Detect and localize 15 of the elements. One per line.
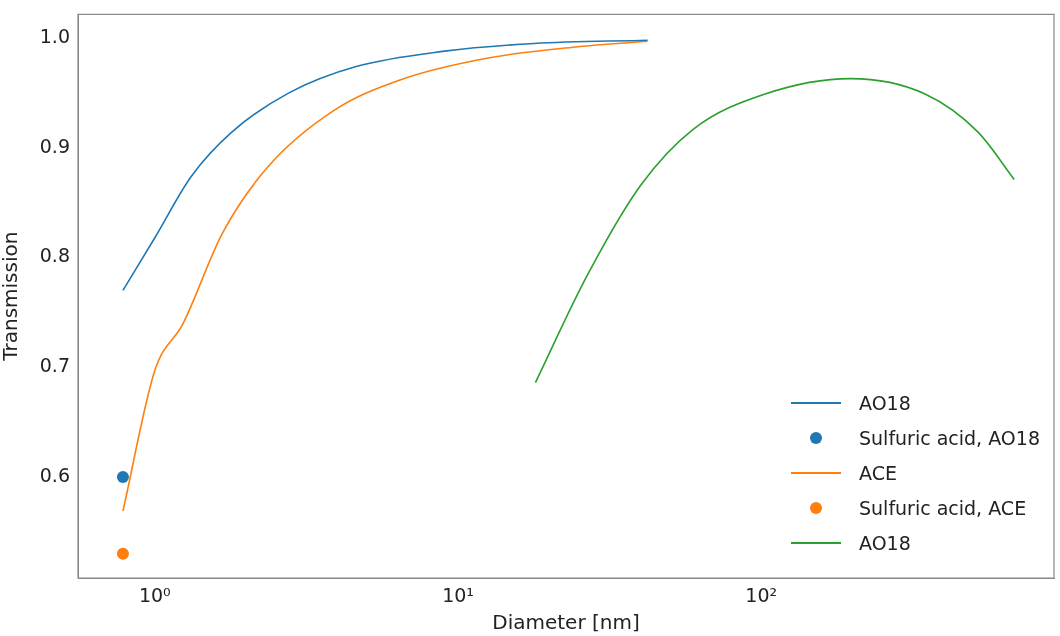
x-tick-label: 10¹ xyxy=(442,584,474,607)
x-tick-label: 10² xyxy=(745,584,778,607)
y-tick-label: 0.7 xyxy=(39,354,70,377)
legend-label: Sulfuric acid, ACE xyxy=(859,496,1027,519)
x-tick-label: 10⁰ xyxy=(138,584,171,607)
legend-label: AO18 xyxy=(859,391,911,414)
x-axis-title: Diameter [nm] xyxy=(492,610,640,635)
y-tick-label: 0.6 xyxy=(39,463,70,486)
y-tick-label: 0.9 xyxy=(39,134,70,157)
y-tick-label: 1.0 xyxy=(39,24,70,47)
legend-label: ACE xyxy=(859,461,897,484)
legend-label: Sulfuric acid, AO18 xyxy=(859,426,1040,449)
y-tick-label: 0.8 xyxy=(39,244,70,267)
y-axis-title: Transmission xyxy=(0,231,23,362)
legend-label: AO18 xyxy=(859,531,911,554)
